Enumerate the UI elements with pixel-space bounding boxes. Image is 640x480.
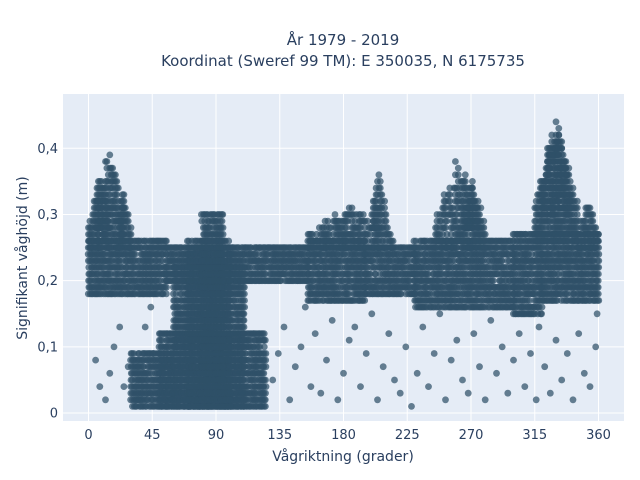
data-point [261, 396, 269, 404]
data-point [262, 403, 269, 410]
data-point [595, 250, 603, 258]
data-point [594, 290, 602, 298]
data-point [489, 277, 497, 285]
data-point [594, 283, 602, 291]
data-point [262, 389, 269, 397]
data-point [260, 343, 268, 351]
data-point [261, 336, 269, 344]
data-point [595, 264, 603, 271]
data-point [538, 303, 546, 311]
data-point [595, 297, 603, 304]
data-point [361, 297, 369, 304]
data-point [262, 376, 269, 384]
data-point [163, 283, 170, 291]
data-point [595, 270, 602, 278]
data-point [260, 330, 268, 337]
data-point [538, 310, 545, 318]
data-points [84, 118, 603, 410]
data-point [163, 237, 170, 245]
data-point [163, 290, 170, 298]
data-point [262, 356, 270, 364]
data-point [594, 277, 602, 285]
data-point [262, 383, 270, 390]
data-point [131, 250, 139, 258]
data-point [260, 369, 268, 377]
data-point [345, 290, 353, 298]
data-point [262, 363, 270, 371]
data-point [595, 257, 603, 265]
data-point [262, 350, 270, 357]
